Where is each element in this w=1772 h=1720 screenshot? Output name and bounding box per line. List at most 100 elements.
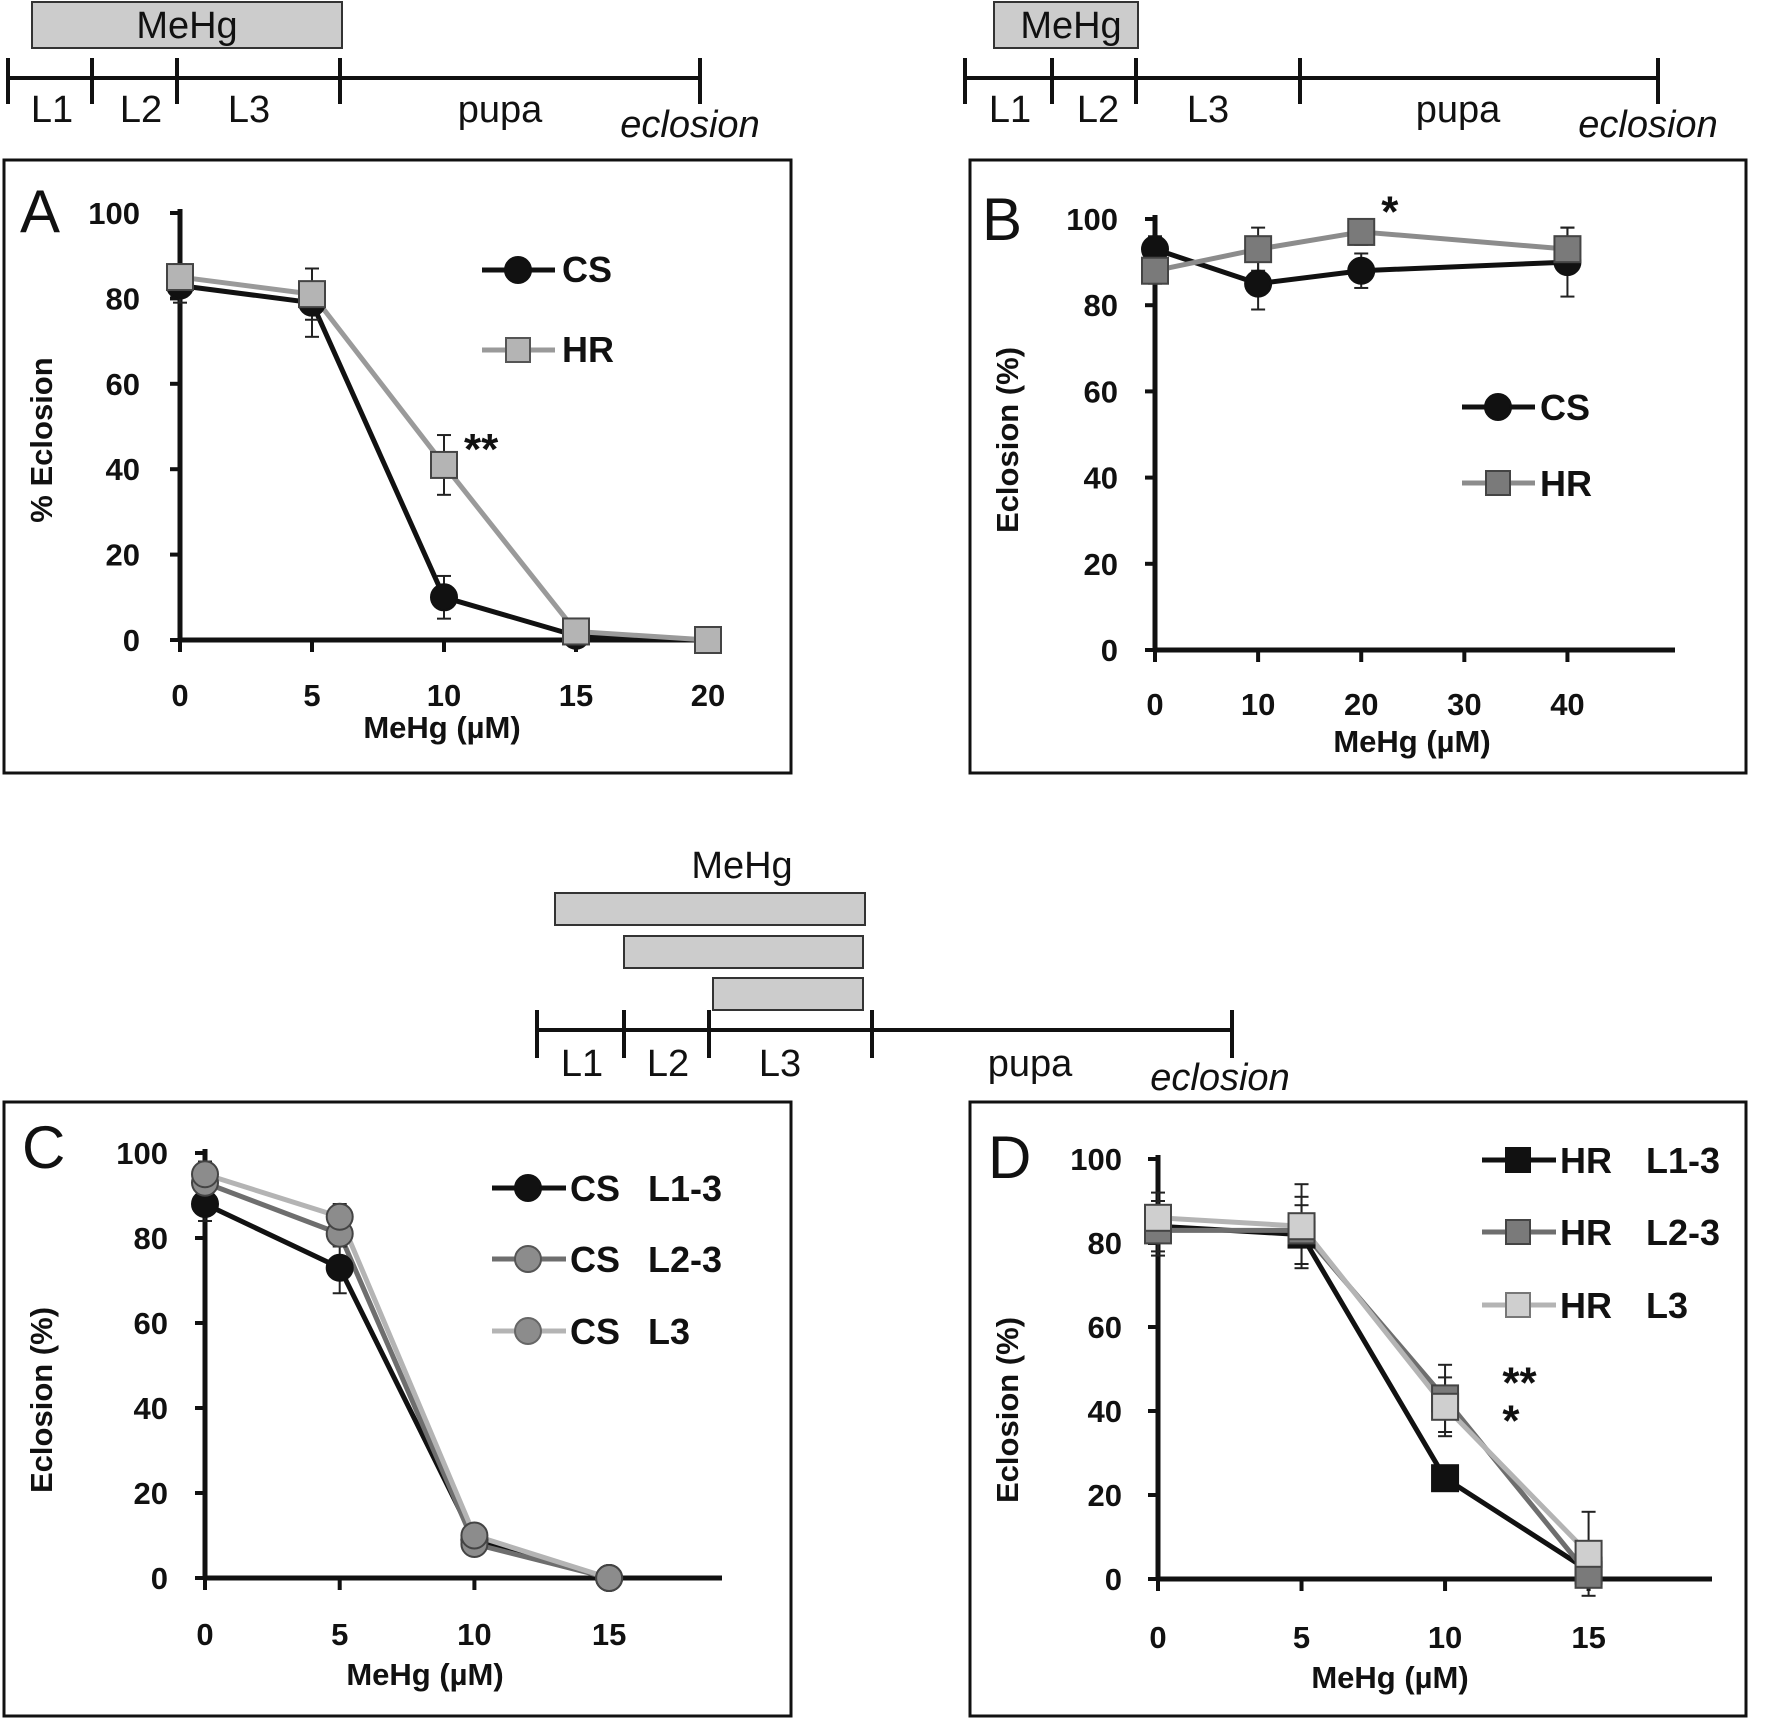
- legend: CS HR: [1462, 387, 1592, 504]
- mehg-exposure-bar: [993, 1, 1139, 49]
- y-tick-label: 0: [123, 623, 140, 658]
- data-point-hr-l3: [1144, 1203, 1172, 1232]
- y-tick-label: 80: [134, 1221, 168, 1256]
- data-point-cs: [430, 583, 458, 612]
- y-tick-label: 20: [1084, 547, 1118, 582]
- y-tick-label: 60: [134, 1306, 168, 1341]
- y-tick-label: 80: [1084, 288, 1118, 323]
- panel-letter: B: [982, 186, 1022, 253]
- y-tick-label: 100: [1070, 1142, 1122, 1177]
- chart-panel-b: B Eclosion (%) MeHg (µM) 0 20 40 60 80 100 0 10…: [982, 186, 1675, 759]
- legend-marker-hr-l2-3: [1505, 1219, 1531, 1245]
- mehg-exposure-bar-l1-3: [554, 892, 866, 926]
- chart-panel-c: C Eclosion (%) MeHg (µM) 0 20 40 60 80 100 0 5 1…: [22, 1114, 722, 1692]
- y-tick-label: 20: [106, 538, 140, 573]
- data-point-hr: [166, 263, 194, 292]
- stage-label-pupa: pupa: [988, 1043, 1073, 1085]
- series-line-hr: [1154, 229, 1568, 274]
- legend: CS HR: [482, 249, 614, 370]
- legend: CS L1-3 CS L2-3 CS L3: [492, 1168, 722, 1352]
- x-tick-label: 40: [1550, 687, 1584, 722]
- data-point-hr: [562, 617, 590, 646]
- x-tick-label: 0: [1146, 687, 1163, 722]
- data-point-hr: [1244, 235, 1273, 264]
- x-tick-label: 15: [559, 678, 593, 713]
- data-point-hr: [1347, 217, 1376, 246]
- legend-stage-l1-3: L1-3: [648, 1168, 722, 1209]
- legend-stage-l3: L3: [648, 1311, 690, 1352]
- y-tick-label: 40: [134, 1391, 168, 1426]
- legend-label-hr: HR: [1560, 1285, 1612, 1326]
- y-axis-title: Eclosion (%): [990, 1317, 1025, 1503]
- series-line-hr-l3: [1157, 1215, 1591, 1556]
- y-tick-label: 60: [106, 367, 140, 402]
- x-axis-title: MeHg (µM): [1311, 1660, 1468, 1695]
- eclosion-label: eclosion: [620, 104, 759, 146]
- legend-marker-cs-l2-3: [514, 1245, 542, 1273]
- chart-panel-d: D Eclosion (%) MeHg (µM) 0 20 40 60 80 100 0 5 1…: [988, 1124, 1720, 1695]
- y-tick-label: 60: [1084, 374, 1118, 409]
- legend-stage-l1-3: L1-3: [1646, 1140, 1720, 1181]
- x-tick-label: 15: [592, 1617, 626, 1652]
- legend-label-cs: CS: [562, 249, 612, 290]
- data-point-hr: [298, 280, 326, 309]
- legend-label-hr: HR: [1540, 463, 1592, 504]
- timeline-a: MeHg L1 L2 L3 pupa eclosion: [6, 1, 760, 146]
- data-point-hr: [1553, 235, 1582, 264]
- eclosion-label: eclosion: [1150, 1057, 1289, 1099]
- data-point-hr: [430, 450, 458, 479]
- y-tick-label: 100: [116, 1136, 168, 1171]
- y-tick-label: 40: [1084, 461, 1118, 496]
- y-axis-title: Eclosion (%): [24, 1307, 59, 1493]
- stage-label-l2: L2: [1077, 89, 1119, 131]
- y-tick-label: 100: [1066, 202, 1118, 237]
- x-tick-label: 10: [457, 1617, 491, 1652]
- data-point-cs-l3: [595, 1564, 624, 1592]
- data-point-hr-l1-3: [1431, 1464, 1460, 1493]
- mehg-bar-label: MeHg: [1020, 5, 1121, 47]
- stage-label-l1: L1: [31, 89, 73, 131]
- mehg-bar-label: MeHg: [136, 5, 237, 47]
- mehg-bar-label: MeHg: [691, 845, 792, 887]
- y-tick-label: 0: [151, 1561, 168, 1596]
- y-tick-label: 40: [1088, 1394, 1122, 1429]
- plot-area: 0 20 40 60 80 100 0 5 10 15: [116, 1136, 722, 1652]
- significance-marker: **: [464, 425, 499, 474]
- legend-label-hr: HR: [1560, 1140, 1612, 1181]
- data-point-hr-l3: [1431, 1392, 1460, 1421]
- x-tick-label: 0: [1149, 1620, 1166, 1655]
- panel-letter: A: [20, 178, 60, 245]
- x-tick-label: 5: [1293, 1620, 1310, 1655]
- x-tick-label: 30: [1447, 687, 1481, 722]
- data-point-hr-l3: [1287, 1212, 1316, 1241]
- legend-marker-cs-l1-3: [514, 1174, 542, 1202]
- stage-label-l3: L3: [759, 1043, 801, 1085]
- y-tick-label: 0: [1101, 633, 1118, 668]
- legend-marker-cs: [504, 256, 532, 284]
- data-point-cs: [1347, 256, 1376, 285]
- stage-label-pupa: pupa: [1416, 89, 1501, 131]
- significance-marker: **: [1502, 1359, 1537, 1408]
- legend-label-hr: HR: [1560, 1212, 1612, 1253]
- legend-stage-l2-3: L2-3: [1646, 1212, 1720, 1253]
- data-point-cs-l1-3: [325, 1253, 354, 1282]
- legend-marker-cs: [1484, 393, 1512, 421]
- data-point-cs-l3: [325, 1202, 354, 1231]
- x-tick-label: 10: [1241, 687, 1275, 722]
- panel-frame-a: [2, 158, 793, 775]
- data-point-cs-l3: [460, 1521, 489, 1550]
- y-tick-label: 60: [1088, 1310, 1122, 1345]
- legend-stage-l3: L3: [1646, 1285, 1688, 1326]
- x-tick-label: 5: [303, 678, 320, 713]
- stage-label-pupa: pupa: [458, 89, 543, 131]
- stage-label-l2: L2: [120, 89, 162, 131]
- panel-frame-d: [968, 1100, 1748, 1718]
- significance-marker: *: [1381, 187, 1399, 236]
- y-tick-label: 20: [1088, 1478, 1122, 1513]
- legend-label-cs: CS: [1540, 387, 1590, 428]
- legend: HR L1-3 HR L2-3 HR L3: [1482, 1140, 1720, 1326]
- stage-label-l2: L2: [647, 1043, 689, 1085]
- y-tick-label: 20: [134, 1476, 168, 1511]
- series-line-cs-l3: [204, 1171, 610, 1581]
- x-axis-title: MeHg (µM): [1333, 724, 1490, 759]
